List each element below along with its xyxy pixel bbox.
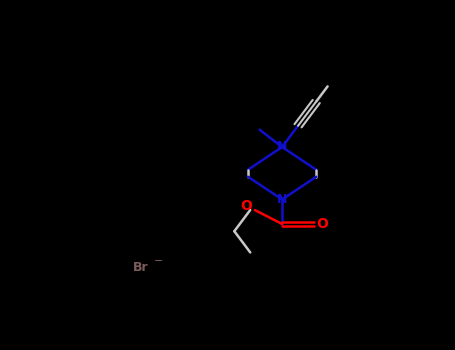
Text: O: O — [241, 199, 253, 213]
Text: N: N — [277, 193, 287, 206]
Text: Br: Br — [133, 261, 149, 274]
Text: −: − — [154, 256, 163, 266]
Text: O: O — [316, 217, 328, 231]
Text: N: N — [277, 140, 287, 154]
